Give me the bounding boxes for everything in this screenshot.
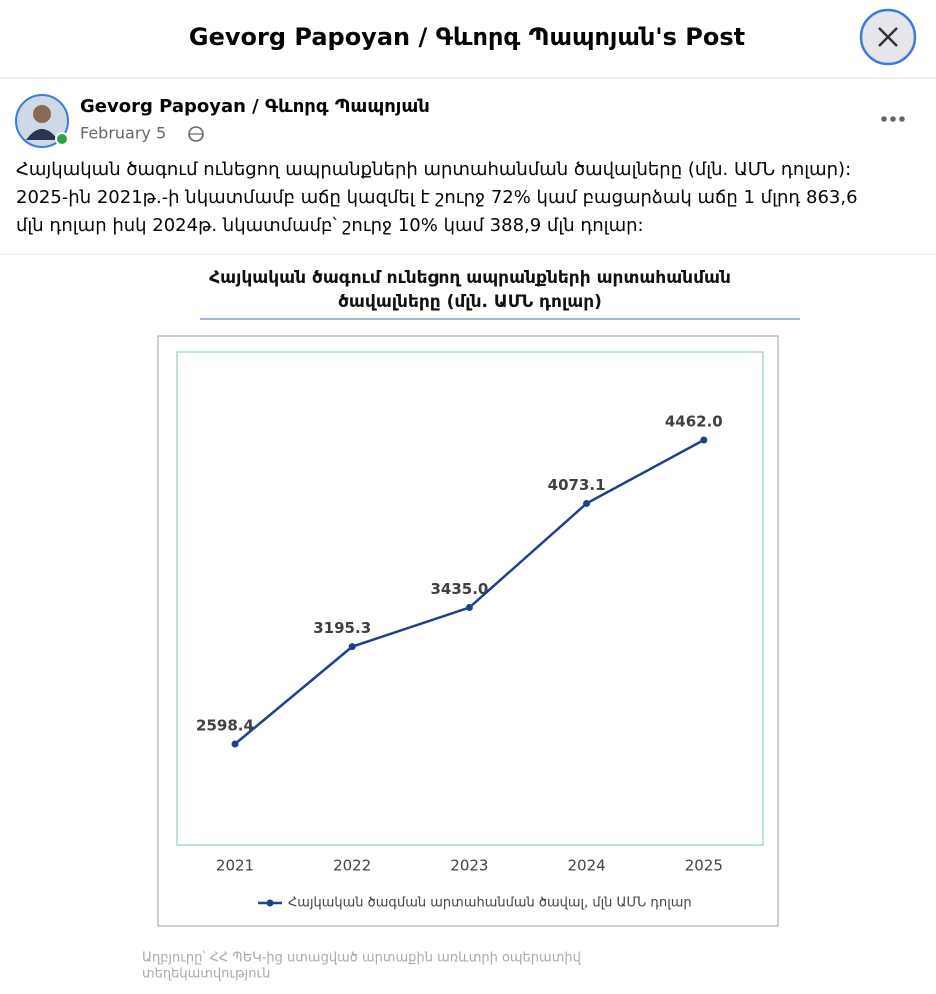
legend-marker [266, 899, 274, 907]
chart-frame [157, 335, 779, 927]
legend-label: Հայկական ծագման արտահանման ծավալ, մլն ԱՄ… [288, 896, 692, 911]
post-text: 2025-ին 2021թ.-ի նկատմամբ աճը կազմել է շ… [16, 187, 858, 208]
chart-source: տեղեկատվություն [142, 967, 270, 982]
chart-source: Աղբյուրը՝ ՀՀ ՊԵԿ-ից ստացված արտաքին առևտ… [142, 951, 582, 966]
data-label: 4462.0 [665, 413, 723, 431]
data-point [348, 643, 356, 651]
data-label: 3435.0 [430, 580, 488, 598]
data-label: 3195.3 [313, 619, 371, 637]
chart-image[interactable]: Հայկական ծագում ունեցող ապրանքների արտահ… [157, 268, 800, 927]
data-point [231, 740, 239, 748]
post-date[interactable]: February 5 [80, 124, 166, 143]
author-name[interactable]: Gevorg Papoyan / Գևորգ Պապոյան [80, 96, 430, 117]
data-point [583, 499, 591, 507]
close-button[interactable] [859, 8, 917, 66]
post-text: մլն դոլար իսկ 2024թ. նկատմամբ՝ շուրջ 10%… [16, 215, 644, 236]
data-label: 2598.4 [196, 717, 254, 735]
data-point [465, 604, 473, 612]
plot-area [176, 351, 764, 846]
data-point [700, 436, 708, 444]
x-tick-label: 2023 [450, 857, 488, 875]
data-label: 4073.1 [548, 476, 606, 494]
x-tick-label: 2022 [333, 857, 371, 875]
chart-title: ծավալները (մլն. ԱՄՆ դոլար) [338, 292, 602, 312]
x-tick-label: 2025 [685, 857, 723, 875]
more-button[interactable] [881, 116, 905, 122]
x-tick-label: 2024 [568, 857, 606, 875]
x-tick-label: 2021 [216, 857, 254, 875]
globe-icon [188, 126, 204, 142]
chart-title: Հայկական ծագում ունեցող ապրանքների արտահ… [209, 268, 731, 288]
post-text: Հայկական ծագում ունեցող ապրանքների արտահ… [16, 159, 851, 180]
avatar[interactable] [15, 94, 69, 148]
dialog-title: Gevorg Papoyan / Գևորգ Պապոյան's Post [189, 23, 745, 51]
